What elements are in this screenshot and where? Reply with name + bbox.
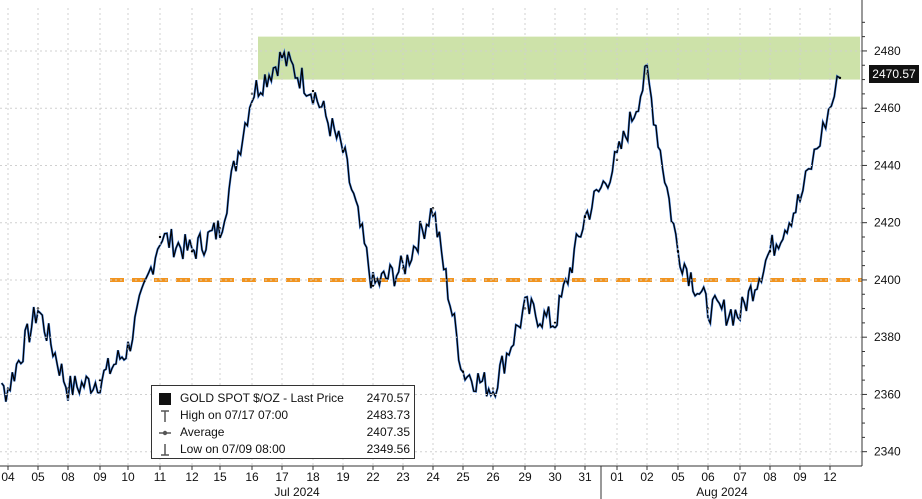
x-tick-label: 12	[185, 470, 199, 484]
average-marker-icon	[158, 426, 172, 440]
x-tick-label: 01	[610, 470, 624, 484]
y-tick-label: 2340	[874, 445, 901, 459]
legend-value: 2407.35	[366, 425, 410, 439]
x-tick-label: 18	[306, 470, 320, 484]
data-point	[553, 321, 557, 325]
legend-label: Average	[180, 425, 225, 439]
x-tick-label: 11	[154, 470, 167, 484]
data-point	[371, 284, 375, 287]
low-marker-icon	[158, 443, 172, 457]
month-label-jul: Jul 2024	[274, 485, 320, 499]
data-point	[280, 55, 284, 58]
y-tick-label: 2480	[874, 44, 901, 58]
data-point	[98, 378, 102, 382]
y-tick-label: 2420	[874, 216, 901, 230]
legend-label: Low on 07/09 08:00	[180, 442, 286, 456]
legend-label: GOLD SPOT $/OZ - Last Price	[180, 391, 344, 405]
legend-value: 2349.56	[366, 442, 410, 456]
legend-row-last-price: GOLD SPOT $/OZ - Last Price 2470.57	[152, 390, 414, 407]
x-tick-label: 04	[1, 470, 15, 484]
legend-row-high: High on 07/17 07:00 2483.73	[152, 407, 414, 424]
x-tick-label: 10	[121, 470, 135, 484]
data-point	[838, 76, 842, 80]
x-tick-label: 12	[823, 470, 837, 484]
y-tick-label: 2440	[874, 158, 901, 172]
legend-value: 2470.57	[366, 391, 410, 405]
data-point	[768, 250, 772, 253]
x-tick-label: 22	[366, 470, 380, 484]
x-tick-label: 15	[213, 470, 227, 484]
x-tick-label: 24	[426, 470, 440, 484]
data-point	[461, 370, 465, 373]
x-tick-label: 07	[733, 470, 747, 484]
square-icon	[158, 392, 172, 406]
data-point	[158, 235, 162, 239]
x-tick-label: 25	[456, 470, 470, 484]
x-tick-label: 05	[671, 470, 685, 484]
month-label-aug: Aug 2024	[696, 485, 748, 499]
y-tick-label: 2400	[874, 273, 901, 287]
x-tick-label: 31	[578, 470, 592, 484]
data-point	[190, 250, 194, 253]
x-tick-label: 02	[640, 470, 654, 484]
y-tick-label: 2360	[874, 387, 901, 401]
price-line	[1, 49, 841, 402]
last-price-tag: 2470.57	[869, 65, 919, 83]
legend-row-average: Average 2407.35	[152, 424, 414, 441]
x-tick-label: 29	[518, 470, 532, 484]
data-point	[311, 89, 315, 93]
x-tick-label: 30	[548, 470, 562, 484]
data-point	[341, 149, 345, 153]
x-tick-label: 17	[275, 470, 289, 484]
y-tick-label: 2460	[874, 101, 901, 115]
legend-value: 2483.73	[366, 408, 410, 422]
legend-row-low: Low on 07/09 08:00 2349.56	[152, 441, 414, 458]
data-point	[583, 215, 587, 219]
resistance-band	[258, 36, 860, 80]
x-tick-label: 08	[763, 470, 777, 484]
high-marker-icon	[158, 409, 172, 423]
x-tick-label: 09	[93, 470, 107, 484]
x-tick-label: 09	[793, 470, 807, 484]
x-tick-label: 16	[245, 470, 259, 484]
x-tick-label: 26	[486, 470, 500, 484]
x-tick-label: 08	[61, 470, 75, 484]
chart-legend: GOLD SPOT $/OZ - Last Price 2470.57 High…	[151, 385, 415, 459]
y-tick-label: 2380	[874, 330, 901, 344]
data-point	[676, 250, 680, 253]
legend-label: High on 07/17 07:00	[180, 408, 289, 422]
x-tick-label: 19	[336, 470, 350, 484]
x-tick-label: 05	[31, 470, 45, 484]
x-tick-label: 06	[701, 470, 715, 484]
x-tick-label: 23	[396, 470, 410, 484]
